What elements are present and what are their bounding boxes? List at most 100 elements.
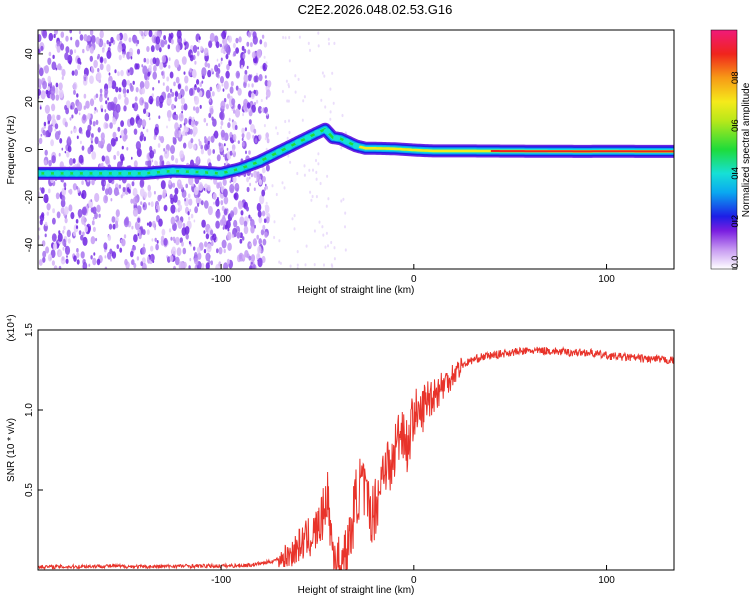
noise-speckle <box>86 35 91 43</box>
noise-speckle <box>82 231 85 237</box>
noise-speckle <box>266 138 270 144</box>
noise-speckle <box>281 89 284 94</box>
noise-speckle <box>216 58 219 62</box>
noise-speckle <box>235 70 240 79</box>
noise-speckle <box>117 93 122 100</box>
noise-speckle <box>74 107 79 115</box>
noise-speckle <box>132 196 138 206</box>
noise-speckle <box>227 51 230 56</box>
noise-speckle <box>240 64 244 70</box>
noise-speckle <box>104 266 108 269</box>
noise-speckle <box>242 254 246 260</box>
noise-speckle <box>289 264 292 268</box>
noise-speckle <box>141 64 144 68</box>
noise-speckle <box>227 242 232 251</box>
snr-x-label: Height of straight line (km) <box>298 585 415 596</box>
noise-speckle <box>89 30 94 36</box>
noise-speckle <box>275 126 278 130</box>
noise-speckle <box>52 208 55 214</box>
noise-speckle <box>112 223 116 230</box>
noise-speckle <box>40 90 46 100</box>
noise-speckle <box>135 43 138 47</box>
noise-speckle <box>287 154 290 158</box>
noise-speckle <box>291 217 294 221</box>
noise-speckle <box>99 88 103 94</box>
noise-speckle <box>81 206 87 216</box>
noise-speckle <box>148 202 151 206</box>
noise-speckle <box>325 231 328 235</box>
noise-speckle <box>40 45 44 51</box>
noise-speckle <box>107 234 112 241</box>
noise-speckle <box>135 87 139 93</box>
noise-speckle <box>222 178 227 186</box>
noise-speckle <box>253 128 257 134</box>
noise-speckle <box>154 126 159 136</box>
noise-speckle <box>237 200 243 210</box>
noise-speckle <box>218 247 223 255</box>
noise-speckle <box>250 42 253 48</box>
noise-speckle <box>155 243 159 251</box>
noise-speckle <box>117 71 120 77</box>
noise-speckle <box>131 156 133 160</box>
noise-speckle <box>70 36 73 41</box>
noise-speckle <box>104 88 109 96</box>
noise-speckle <box>265 64 268 68</box>
noise-speckle <box>177 199 181 206</box>
noise-speckle <box>65 35 69 42</box>
noise-speckle <box>45 130 50 138</box>
noise-speckle <box>103 57 107 64</box>
noise-speckle <box>78 112 81 116</box>
noise-speckle <box>263 218 267 223</box>
noise-speckle <box>271 184 274 188</box>
noise-speckle <box>227 228 230 232</box>
noise-speckle <box>121 43 126 52</box>
noise-speckle <box>248 265 253 269</box>
noise-speckle <box>212 192 217 200</box>
noise-speckle <box>315 195 318 199</box>
noise-speckle <box>103 194 108 204</box>
noise-speckle <box>229 131 233 138</box>
noise-speckle <box>136 48 141 55</box>
noise-speckle <box>110 198 113 202</box>
noise-speckle <box>253 187 256 191</box>
noise-speckle <box>317 152 320 156</box>
noise-speckle <box>98 213 101 218</box>
noise-speckle <box>96 204 101 213</box>
noise-speckle <box>165 151 167 154</box>
noise-speckle <box>190 119 196 128</box>
noise-speckle <box>105 188 109 196</box>
noise-speckle <box>213 201 215 205</box>
noise-speckle <box>169 255 174 262</box>
noise-speckle <box>181 241 184 247</box>
noise-speckle <box>92 216 95 221</box>
noise-speckle <box>158 47 162 53</box>
noise-speckle <box>126 147 129 151</box>
noise-speckle <box>41 240 46 247</box>
noise-speckle <box>54 128 57 132</box>
noise-speckle <box>327 244 329 248</box>
noise-speckle <box>99 63 104 71</box>
noise-speckle <box>216 197 219 201</box>
noise-speckle <box>100 137 105 146</box>
noise-speckle <box>139 97 145 106</box>
ridge-blob <box>150 169 158 176</box>
noise-speckle <box>107 97 110 101</box>
noise-speckle <box>266 112 269 116</box>
noise-speckle <box>139 81 145 90</box>
noise-speckle <box>229 86 234 94</box>
noise-speckle <box>220 200 224 206</box>
noise-speckle <box>173 265 176 269</box>
noise-speckle <box>288 130 291 135</box>
noise-speckle <box>160 239 165 246</box>
noise-speckle <box>179 150 184 159</box>
noise-speckle <box>170 145 175 154</box>
noise-speckle <box>170 39 174 45</box>
noise-speckle <box>147 256 150 261</box>
noise-speckle <box>51 118 57 127</box>
noise-speckle <box>239 238 243 244</box>
noise-speckle <box>59 138 63 144</box>
noise-speckle <box>111 102 117 112</box>
noise-speckle <box>151 238 154 242</box>
noise-speckle <box>90 35 96 44</box>
noise-speckle <box>122 53 125 58</box>
